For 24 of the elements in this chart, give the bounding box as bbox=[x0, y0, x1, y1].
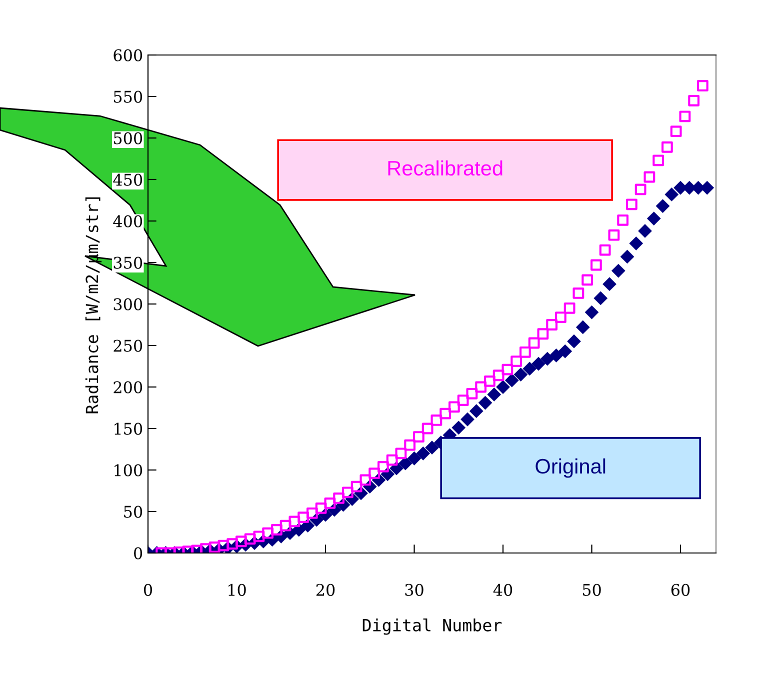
y-tick-label: 350 bbox=[114, 256, 142, 269]
y-tick-label: 250 bbox=[114, 340, 142, 352]
y-tick-label: 50 bbox=[124, 506, 142, 518]
y-tick-label: 300 bbox=[114, 298, 142, 310]
y-tick-label: 450 bbox=[113, 174, 142, 186]
y-tick-label: 550 bbox=[114, 90, 142, 103]
text: Recalibrated bbox=[388, 160, 502, 176]
x-tick-label: 50 bbox=[582, 584, 601, 596]
x-axis-title: Digital Number bbox=[362, 618, 502, 635]
y-tick-label: 500 bbox=[114, 132, 142, 144]
x-tick-label: 20 bbox=[316, 584, 335, 596]
y-tick-label: 600 bbox=[114, 49, 142, 62]
x-tick-label: 60 bbox=[671, 584, 690, 596]
x-tick-label: 40 bbox=[493, 584, 512, 596]
x-tick-label: 10 bbox=[228, 584, 246, 596]
y-axis-title: Radiance [W/m2/μm/str] bbox=[85, 197, 102, 414]
y-tick-label: 400 bbox=[113, 215, 142, 228]
text: Original bbox=[536, 458, 606, 478]
x-tick-label: 0 bbox=[144, 584, 152, 596]
x-tick-label: 30 bbox=[405, 584, 424, 596]
y-tick-label: 100 bbox=[114, 464, 142, 476]
y-tick-label: 0 bbox=[134, 547, 142, 560]
y-tick-label: 200 bbox=[114, 381, 142, 394]
y-tick-label: 150 bbox=[114, 422, 142, 435]
